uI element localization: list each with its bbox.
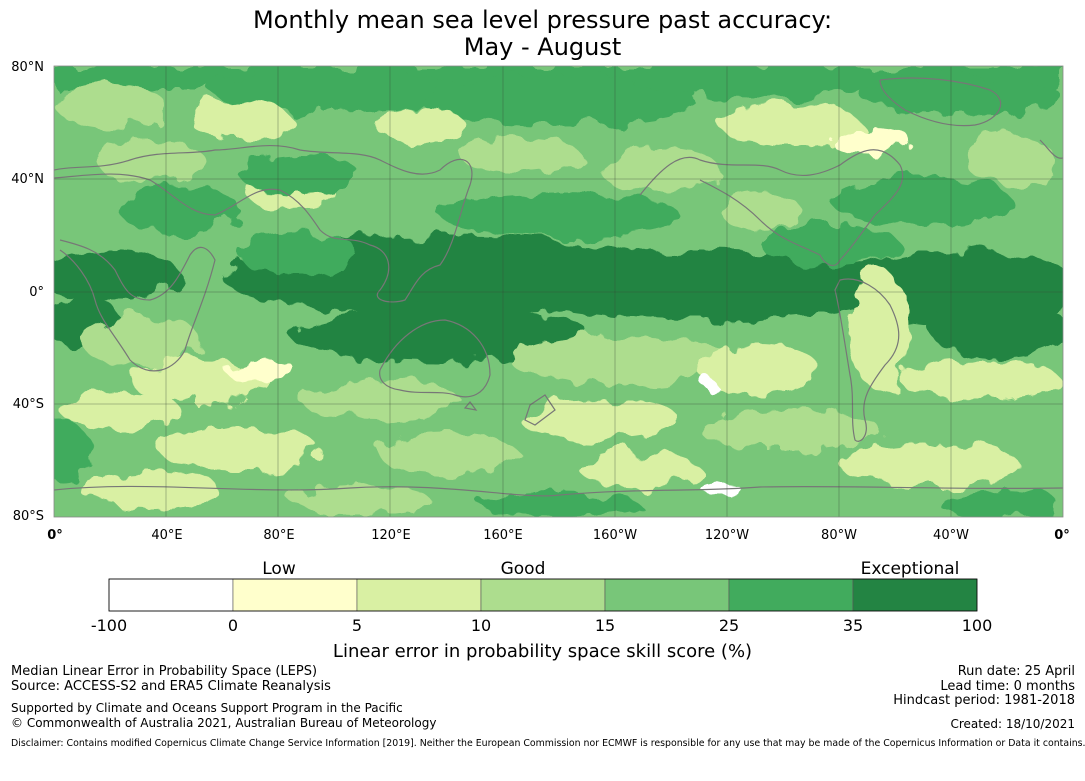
colorbar-segment — [852, 578, 978, 612]
skill-field — [54, 66, 1063, 517]
lon-label-120e: 120°E — [371, 528, 411, 543]
colorbar-segment — [108, 578, 234, 612]
colorbar-tick: 100 — [961, 616, 993, 635]
lon-label-40w: 40°W — [933, 528, 969, 543]
coastlines — [54, 77, 1063, 497]
footer-disclaimer: Disclaimer: Contains modified Copernicus… — [11, 738, 1085, 749]
colorbar-segment — [604, 578, 730, 612]
category-good: Good — [500, 559, 546, 579]
footer-support: Supported by Climate and Oceans Support … — [11, 701, 403, 715]
lon-label-160w: 160°W — [592, 528, 638, 543]
footer-source: Source: ACCESS-S2 and ERA5 Climate Reana… — [11, 679, 331, 694]
colorbar-segment — [356, 578, 482, 612]
colorbar-tick: 5 — [351, 616, 363, 635]
lon-label-0-west: 0° — [47, 528, 63, 543]
lon-label-120w: 120°W — [704, 528, 750, 543]
colorbar-segment — [728, 578, 854, 612]
colorbar-label: Linear error in probability space skill … — [332, 641, 753, 662]
category-low: Low — [262, 559, 296, 579]
colorbar-tick: 10 — [470, 616, 492, 635]
lon-label-160e: 160°E — [483, 528, 523, 543]
colorbar-tick: 0 — [227, 616, 239, 635]
lat-label-80s: 80°S — [12, 509, 44, 524]
colorbar-frame — [108, 578, 978, 612]
colorbar-tick: 35 — [842, 616, 864, 635]
lon-label-40e: 40°E — [151, 528, 183, 543]
footer-lead-time: Lead time: 0 months — [940, 679, 1075, 694]
footer-copyright: © Commonwealth of Australia 2021, Austra… — [11, 716, 437, 730]
lat-label-40n: 40°N — [11, 172, 44, 187]
map-frame — [53, 65, 1064, 518]
colorbar-tick: 25 — [718, 616, 740, 635]
lon-label-80e: 80°E — [263, 528, 295, 543]
category-exceptional: Exceptional — [860, 559, 960, 579]
footer-hindcast: Hindcast period: 1981-2018 — [893, 693, 1075, 708]
colorbar-segment — [232, 578, 358, 612]
colorbar — [108, 578, 978, 612]
footer-method: Median Linear Error in Probability Space… — [11, 664, 318, 679]
graticule — [54, 66, 1063, 517]
map-title-line2: May - August — [463, 33, 622, 61]
lon-label-80w: 80°W — [821, 528, 857, 543]
lat-label-0: 0° — [29, 285, 44, 300]
skill-patches — [54, 66, 1063, 517]
lon-label-0-east: 0° — [1054, 528, 1070, 543]
colorbar-segment — [480, 578, 606, 612]
footer-created: Created: 18/10/2021 — [950, 717, 1075, 731]
lat-label-80n: 80°N — [11, 60, 44, 75]
map-title-line1: Monthly mean sea level pressure past acc… — [252, 6, 833, 34]
lat-label-40s: 40°S — [12, 397, 44, 412]
colorbar-tick: 15 — [594, 616, 616, 635]
colorbar-tick: -100 — [90, 616, 128, 635]
footer-run-date: Run date: 25 April — [957, 664, 1075, 679]
